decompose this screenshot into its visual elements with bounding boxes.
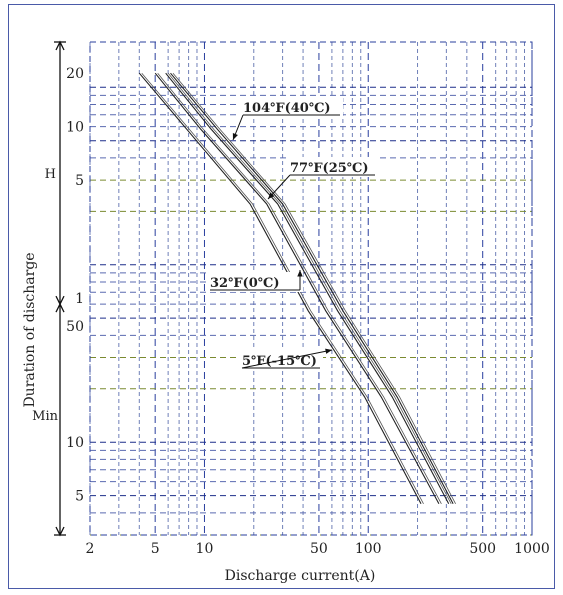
annotation-label: 5℉(-15℃) bbox=[242, 354, 317, 369]
x-tick-label: 500 bbox=[469, 541, 496, 557]
plot-area-frame bbox=[89, 41, 533, 536]
annotation-label: 77℉(25℃) bbox=[290, 161, 369, 176]
series-line-3 bbox=[138, 72, 422, 505]
y-tick-label: 5 bbox=[75, 489, 84, 505]
arrow-min-icon bbox=[55, 302, 65, 313]
x-tick-label: 100 bbox=[355, 541, 382, 557]
y-tick-label: 10 bbox=[66, 120, 84, 136]
y-unit-minutes: Min bbox=[32, 409, 58, 424]
x-tick-label: 1000 bbox=[514, 541, 550, 557]
series-line-shadow-3 bbox=[141, 72, 424, 504]
annotation-label: 32℉(0℃) bbox=[210, 276, 279, 291]
y-tick-label: 50 bbox=[66, 319, 84, 335]
y-tick-label: 5 bbox=[75, 173, 84, 189]
annotation-label: 104℉(40℃) bbox=[243, 101, 331, 116]
y-tick-label: 20 bbox=[66, 66, 84, 82]
annotation-bg bbox=[207, 272, 303, 292]
y-axis-label: Duration of discharge bbox=[22, 252, 38, 407]
y-unit-hours: H bbox=[45, 167, 56, 182]
series-line-1 bbox=[165, 72, 450, 505]
x-axis-label: Discharge current(A) bbox=[225, 568, 376, 584]
y-tick-label: 1 bbox=[75, 291, 84, 307]
y-tick-label: 10 bbox=[66, 435, 84, 451]
series-line-shadow-2 bbox=[157, 72, 442, 504]
x-tick-label: 50 bbox=[310, 541, 328, 557]
annotation-arrow-icon bbox=[232, 133, 238, 140]
axes bbox=[54, 40, 66, 537]
x-tick-label: 2 bbox=[86, 541, 95, 557]
annotation-arrow-icon bbox=[325, 348, 332, 354]
annotation-leader bbox=[241, 349, 333, 369]
annotation-arrow-icon bbox=[297, 270, 303, 277]
series-line-shadow-1 bbox=[167, 72, 452, 504]
series-line-shadow-0 bbox=[172, 72, 456, 504]
annotation-arrow-icon bbox=[268, 192, 275, 199]
series-line-0 bbox=[170, 72, 454, 505]
series-group bbox=[138, 72, 456, 505]
x-tick-label: 10 bbox=[196, 541, 214, 557]
annotation-bg bbox=[240, 97, 343, 117]
labels-group: H Min 20 10 5 1 50 10 5 2 5 10 50 100 500 1000 104℉(40℃)… bbox=[32, 66, 550, 557]
annotation-bg bbox=[287, 157, 378, 177]
grid bbox=[89, 41, 533, 536]
x-tick-label: 5 bbox=[151, 541, 160, 557]
series-line-2 bbox=[154, 72, 440, 505]
